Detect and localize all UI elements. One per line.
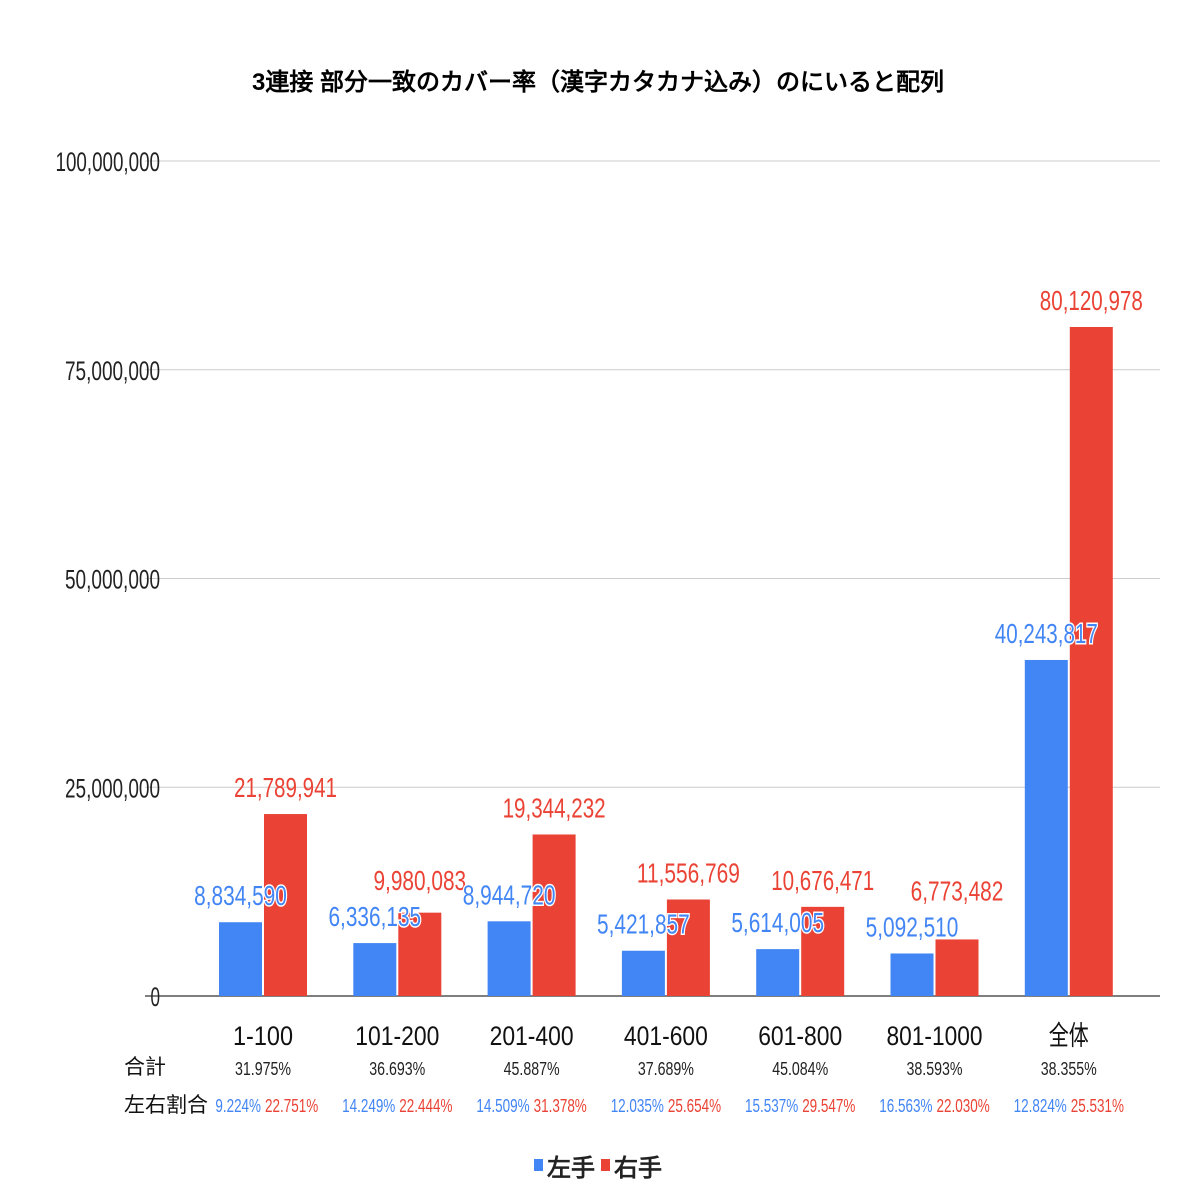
x-tick-label: 201-400 bbox=[490, 1021, 574, 1051]
data-label-left: 6,336,135 bbox=[328, 901, 421, 932]
legend-swatch-right bbox=[601, 1159, 610, 1171]
ratio-row-label: 左右割合 bbox=[124, 1094, 208, 1117]
data-label-left: 8,834,590 bbox=[194, 880, 287, 911]
y-tick-label: 25,000,000 bbox=[65, 773, 160, 803]
right-ratio: 25.654% bbox=[668, 1096, 721, 1116]
x-tick-label: 1-100 bbox=[233, 1021, 293, 1051]
right-ratio: 31.378% bbox=[534, 1096, 587, 1116]
left-ratio: 16.563% bbox=[879, 1096, 932, 1116]
bar-left bbox=[756, 949, 800, 996]
left-ratio: 14.509% bbox=[476, 1096, 529, 1116]
right-ratio: 22.751% bbox=[265, 1096, 318, 1116]
bar-right bbox=[532, 834, 576, 996]
total-percent: 31.975% bbox=[235, 1059, 291, 1079]
data-label-right: 21,789,941 bbox=[234, 772, 337, 803]
x-tick-label: 601-800 bbox=[758, 1021, 842, 1051]
x-tick-label: 401-600 bbox=[624, 1021, 708, 1051]
left-ratio: 15.537% bbox=[745, 1096, 798, 1116]
right-ratio: 22.030% bbox=[937, 1096, 990, 1116]
total-percent: 45.084% bbox=[772, 1059, 828, 1079]
left-ratio: 12.035% bbox=[611, 1096, 664, 1116]
bar-left bbox=[890, 953, 934, 996]
left-ratio: 12.824% bbox=[1014, 1096, 1067, 1116]
bar-left bbox=[621, 950, 665, 996]
bar-right bbox=[264, 814, 307, 996]
data-label-right: 6,773,482 bbox=[911, 875, 1004, 906]
bar-right bbox=[935, 939, 979, 996]
chart-title: 3連接 部分一致のカバー率（漢字カタカナ込み）のにいると配列 bbox=[252, 68, 944, 96]
data-label-right: 80,120,978 bbox=[1040, 285, 1143, 316]
data-label-right: 9,980,083 bbox=[373, 865, 466, 896]
y-tick-label: 100,000,000 bbox=[56, 147, 161, 177]
right-ratio: 25.531% bbox=[1071, 1096, 1124, 1116]
right-ratio: 29.547% bbox=[802, 1096, 855, 1116]
total-row-label: 合計 bbox=[124, 1056, 166, 1079]
total-percent: 45.887% bbox=[504, 1059, 560, 1079]
data-label-left: 40,243,817 bbox=[995, 618, 1098, 649]
data-label-right: 11,556,769 bbox=[637, 858, 740, 889]
data-label-left: 8,944,720 bbox=[463, 879, 556, 910]
left-ratio: 14.249% bbox=[342, 1096, 395, 1116]
total-percent: 37.689% bbox=[638, 1059, 694, 1079]
bar-left bbox=[487, 921, 531, 996]
bar-left bbox=[1024, 659, 1068, 996]
legend-label-left: 左手 bbox=[547, 1154, 595, 1182]
data-label-left: 5,614,005 bbox=[731, 907, 824, 938]
total-percent: 38.355% bbox=[1041, 1059, 1097, 1079]
x-tick-label: 101-200 bbox=[355, 1021, 439, 1051]
bar-right bbox=[801, 906, 845, 996]
y-tick-label: 75,000,000 bbox=[65, 356, 160, 386]
legend: 左手 右手 bbox=[534, 1154, 662, 1182]
bar-right bbox=[398, 912, 442, 996]
data-label-right: 19,344,232 bbox=[503, 792, 606, 823]
bar-right bbox=[666, 899, 710, 996]
left-ratio: 9.224% bbox=[215, 1096, 261, 1116]
legend-label-right: 右手 bbox=[614, 1154, 662, 1182]
y-tick-label: 0 bbox=[151, 982, 161, 1012]
x-tick-label: 801-1000 bbox=[887, 1021, 983, 1051]
data-label-left: 5,421,857 bbox=[597, 909, 690, 940]
x-tick-label: 全体 bbox=[1049, 1021, 1089, 1051]
right-ratio: 22.444% bbox=[399, 1096, 452, 1116]
y-tick-label: 50,000,000 bbox=[65, 565, 160, 595]
data-label-right: 10,676,471 bbox=[771, 865, 874, 896]
legend-swatch-left bbox=[534, 1159, 543, 1171]
total-percent: 38.593% bbox=[907, 1059, 963, 1079]
bar-left bbox=[219, 922, 262, 996]
bar-left bbox=[353, 943, 397, 996]
total-percent: 36.693% bbox=[369, 1059, 425, 1079]
bar-right bbox=[1069, 326, 1113, 996]
data-label-left: 5,092,510 bbox=[866, 911, 959, 942]
